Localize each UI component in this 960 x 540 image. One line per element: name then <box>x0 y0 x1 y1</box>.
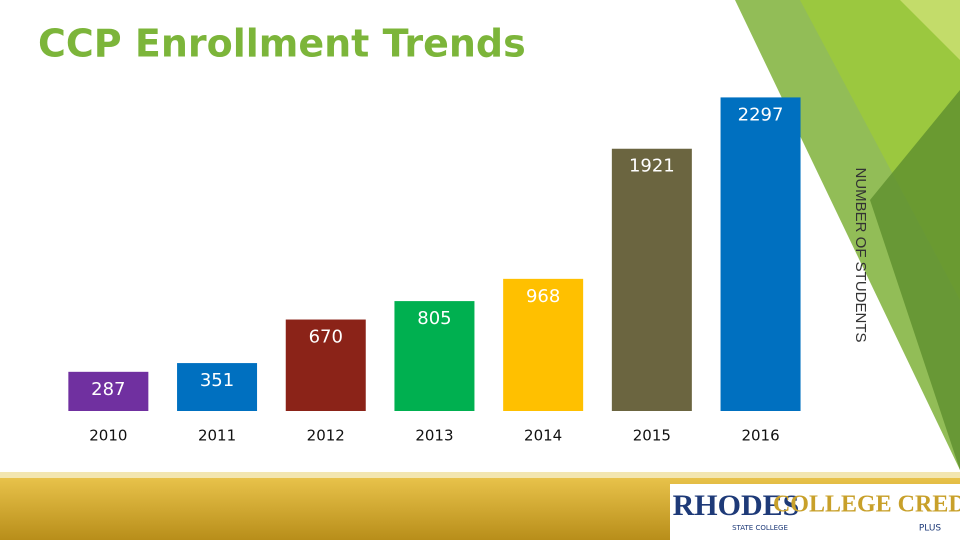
bar <box>177 363 258 411</box>
data-label: 1921 <box>629 156 675 177</box>
y-axis-label: NUMBER OF STUDENTS <box>852 167 869 342</box>
data-label: 968 <box>526 286 560 307</box>
data-label: 805 <box>417 308 451 329</box>
x-tick-label: 2010 <box>89 427 127 445</box>
x-tick-label: 2015 <box>633 427 671 445</box>
bar <box>720 97 801 411</box>
data-label: 670 <box>309 327 343 348</box>
x-tick-label: 2011 <box>198 427 236 445</box>
data-label: 351 <box>200 370 234 391</box>
bar <box>285 319 366 411</box>
bar <box>503 278 584 411</box>
chart-title: CCP Enrollment Trends <box>38 22 526 66</box>
logo-text: COLLEGE CREDIT <box>773 492 960 518</box>
logo-text: PLUS <box>919 524 942 534</box>
data-label: 287 <box>91 379 125 400</box>
logo-text: STATE COLLEGE <box>732 524 788 532</box>
bar <box>611 148 692 411</box>
logos: RHODES STATE COLLEGE COLLEGE CREDIT PLUS <box>673 489 960 534</box>
x-tick-label: 2012 <box>307 427 345 445</box>
bar <box>68 371 149 411</box>
x-tick-label: 2016 <box>741 427 779 445</box>
x-tick-label: 2014 <box>524 427 562 445</box>
data-label: 2297 <box>738 104 784 125</box>
logo-text: RHODES <box>673 489 800 522</box>
x-tick-label: 2013 <box>415 427 453 445</box>
bar <box>394 301 475 411</box>
